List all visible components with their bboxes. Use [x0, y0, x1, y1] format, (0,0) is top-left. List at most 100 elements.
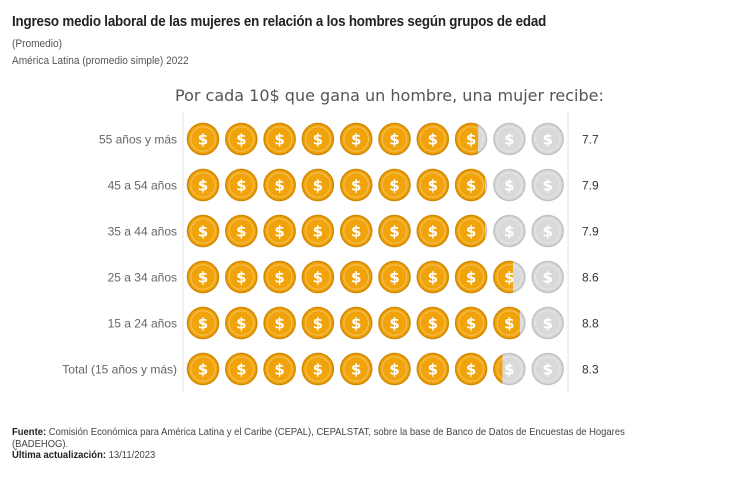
- dollar-coin-icon: $$: [416, 214, 450, 248]
- dollar-coin-icon: $$: [339, 260, 373, 294]
- dollar-coin-icon: $$: [225, 214, 258, 248]
- pictogram-heading: Por cada 10$ que gana un hombre, una muj…: [175, 86, 604, 105]
- dollar-coin-icon: $$: [416, 352, 450, 386]
- category-label: 35 a 44 años: [108, 225, 177, 239]
- dollar-coin-icon: $$: [454, 306, 488, 340]
- svg-text:$: $: [466, 131, 476, 149]
- svg-text:$: $: [428, 223, 438, 241]
- svg-text:$: $: [351, 315, 361, 333]
- dollar-coin-icon: $$: [186, 214, 220, 248]
- svg-text:$: $: [198, 269, 208, 287]
- dollar-coin-icon: $$: [263, 122, 296, 156]
- svg-text:$: $: [274, 315, 284, 333]
- dollar-coin-icon: $$: [454, 260, 488, 294]
- dollar-coin-icon: $$: [416, 306, 450, 340]
- dollar-coin-icon: $$: [339, 306, 373, 340]
- updated-text: 13/11/2023: [108, 449, 156, 461]
- source-note: Fuente: Comisión Económica para América …: [12, 426, 658, 450]
- chart-title: Ingreso medio laboral de las mujeres en …: [12, 14, 547, 30]
- svg-text:$: $: [389, 131, 399, 149]
- dollar-coin-icon: $: [531, 168, 564, 202]
- svg-text:$: $: [351, 131, 361, 149]
- updated-label: Última actualización:: [12, 449, 107, 461]
- dollar-coin-icon: $$: [263, 306, 296, 340]
- dollar-coin-icon: $$: [378, 214, 411, 248]
- source-text: Comisión Económica para América Latina y…: [12, 426, 625, 450]
- svg-text:$: $: [504, 361, 514, 379]
- svg-text:$: $: [274, 361, 284, 379]
- svg-text:$: $: [351, 269, 361, 287]
- svg-text:$: $: [428, 315, 438, 333]
- svg-text:$: $: [466, 315, 476, 333]
- chart-subtitle: (Promedio): [12, 38, 63, 50]
- dollar-coin-icon: $: [531, 306, 564, 340]
- dollar-coin-icon: $: [493, 122, 526, 156]
- dollar-coin-icon: $$: [301, 122, 335, 156]
- svg-text:$: $: [389, 361, 399, 379]
- dollar-coin-icon: $: [531, 122, 564, 156]
- svg-text:$: $: [389, 177, 399, 195]
- source-label: Fuente:: [12, 426, 47, 438]
- value-label: 7.7: [582, 133, 599, 147]
- svg-text:$: $: [351, 223, 361, 241]
- dollar-coin-icon: $: [493, 214, 526, 248]
- category-label: 25 a 34 años: [108, 271, 177, 285]
- svg-text:$: $: [236, 177, 246, 195]
- dollar-coin-icon: $$: [339, 168, 373, 202]
- dollar-coin-icon: $$: [339, 122, 373, 156]
- dollar-coin-icon: $$: [416, 168, 450, 202]
- dollar-coin-icon: $: [531, 214, 564, 248]
- svg-text:$: $: [466, 177, 476, 195]
- dollar-coin-icon: $: [531, 352, 564, 386]
- last-updated-note: Última actualización: 13/11/2023: [12, 449, 155, 461]
- svg-text:$: $: [313, 131, 323, 149]
- dollar-coin-icon: $$: [454, 214, 488, 248]
- svg-text:$: $: [313, 315, 323, 333]
- dollar-coin-icon: $$: [225, 168, 258, 202]
- dollar-coin-icon: $$: [225, 122, 258, 156]
- value-label: 7.9: [582, 225, 599, 239]
- category-label: Total (15 años y más): [62, 363, 177, 377]
- category-label: 15 a 24 años: [108, 317, 177, 331]
- svg-text:$: $: [236, 361, 246, 379]
- dollar-coin-icon: $$: [225, 352, 258, 386]
- value-label: 8.8: [582, 317, 599, 331]
- dollar-coin-icon: $$: [378, 352, 411, 386]
- dollar-coin-icon: $$: [493, 260, 526, 294]
- dollar-coin-icon: $$: [339, 352, 373, 386]
- svg-text:$: $: [198, 177, 208, 195]
- svg-text:$: $: [313, 361, 323, 379]
- dollar-coin-icon: $$: [378, 260, 411, 294]
- svg-text:$: $: [274, 223, 284, 241]
- dollar-coin-icon: $: [493, 168, 526, 202]
- svg-text:$: $: [504, 223, 514, 241]
- category-label: 45 a 54 años: [108, 179, 177, 193]
- value-label: 8.6: [582, 271, 599, 285]
- dollar-coin-icon: $$: [493, 306, 526, 340]
- svg-text:$: $: [542, 269, 552, 287]
- dollar-coin-icon: $$: [378, 122, 411, 156]
- dollar-coin-icon: $$: [454, 122, 488, 156]
- dollar-coin-icon: $$: [186, 122, 220, 156]
- dollar-coin-icon: $$: [225, 260, 258, 294]
- dollar-coin-icon: $$: [493, 352, 526, 386]
- svg-text:$: $: [428, 177, 438, 195]
- svg-text:$: $: [504, 315, 514, 333]
- svg-text:$: $: [428, 131, 438, 149]
- dollar-coin-icon: $: [531, 260, 564, 294]
- svg-text:$: $: [313, 223, 323, 241]
- dollar-coin-icon: $$: [454, 352, 488, 386]
- svg-text:$: $: [466, 269, 476, 287]
- svg-text:$: $: [236, 131, 246, 149]
- dollar-coin-icon: $$: [339, 214, 373, 248]
- svg-text:$: $: [428, 269, 438, 287]
- svg-text:$: $: [504, 269, 514, 287]
- svg-text:$: $: [542, 131, 552, 149]
- dollar-coin-icon: $$: [301, 168, 335, 202]
- svg-text:$: $: [351, 361, 361, 379]
- svg-text:$: $: [274, 177, 284, 195]
- dollar-coin-icon: $$: [186, 352, 220, 386]
- category-label: 55 años y más: [99, 133, 177, 147]
- dollar-coin-icon: $$: [186, 306, 220, 340]
- svg-text:$: $: [198, 131, 208, 149]
